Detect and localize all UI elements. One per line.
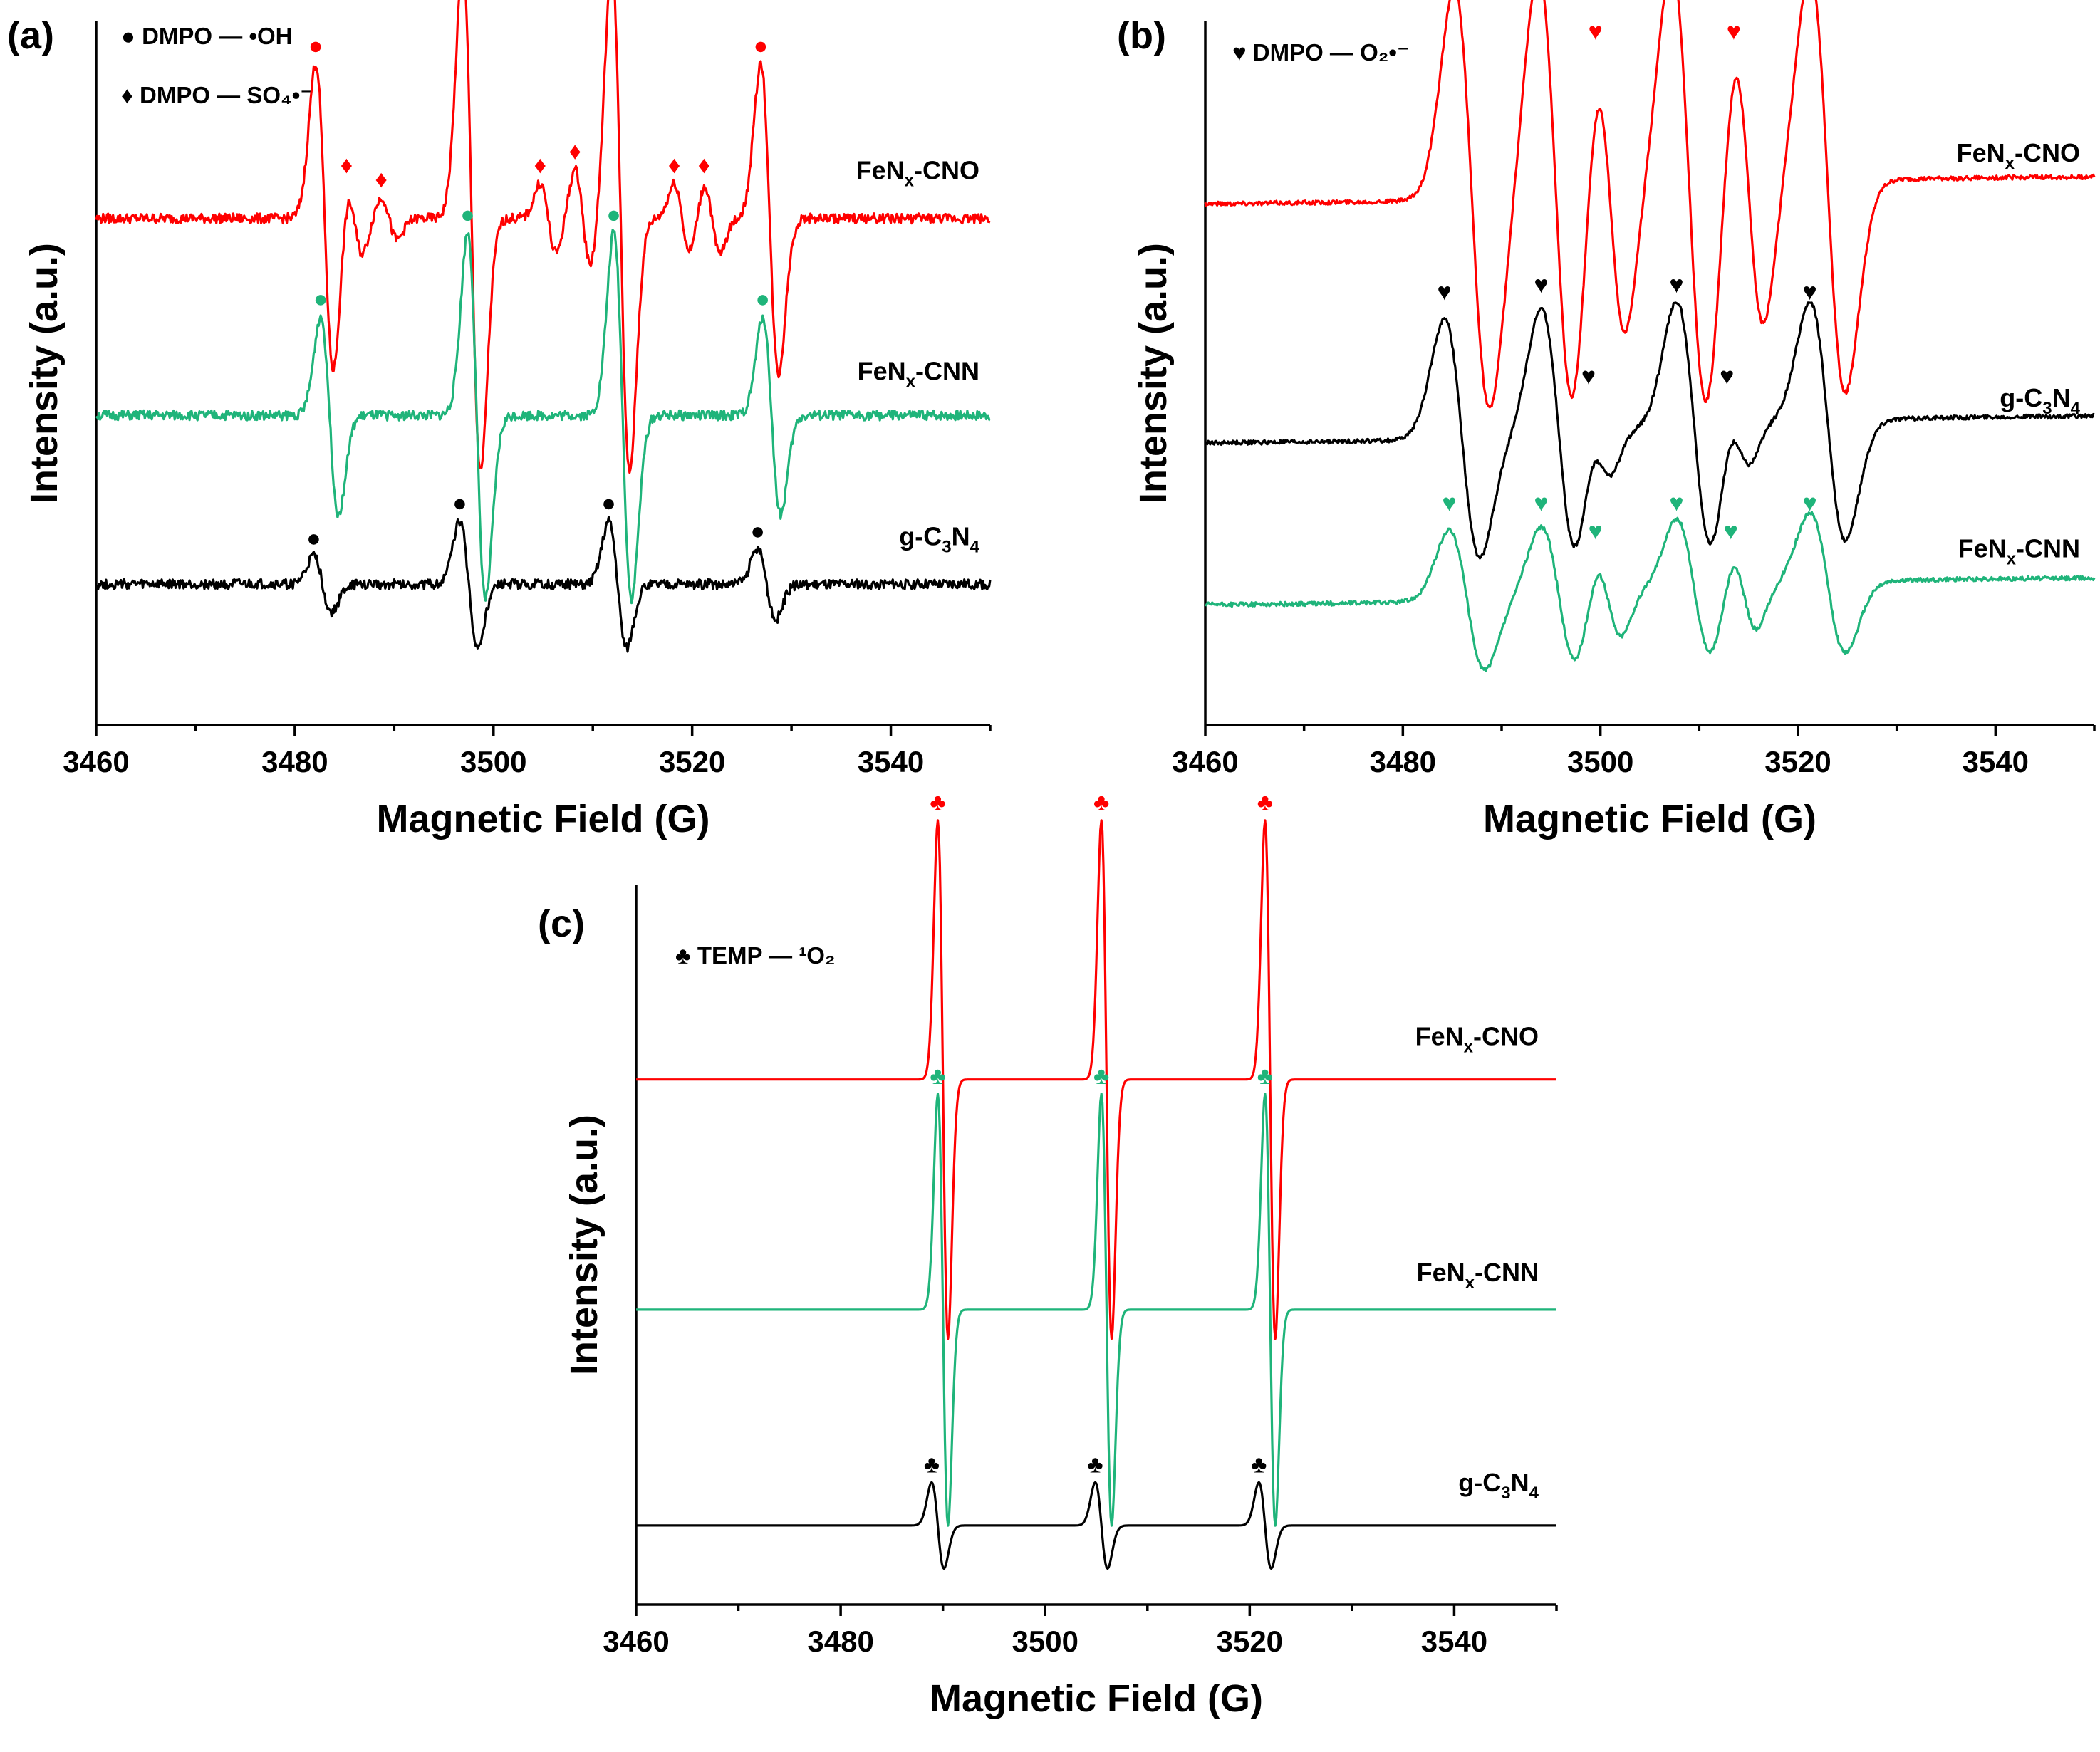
peak-marker: ♥ xyxy=(1669,489,1683,516)
panel-label: (b) xyxy=(1117,14,1166,57)
x-tick-label: 3480 xyxy=(1370,745,1436,778)
peak-marker: ♣ xyxy=(930,789,945,816)
peak-marker: ● xyxy=(754,32,769,59)
series-label: g-C3N4 xyxy=(899,521,979,556)
series-label: FeNx-CNN xyxy=(1958,533,2080,568)
series-line-g-C3N4 xyxy=(95,516,992,653)
legend-entry: ♣ TEMP — ¹O₂ xyxy=(675,942,836,969)
peak-marker: ♣ xyxy=(930,1063,945,1090)
panel-label: (c) xyxy=(538,902,585,945)
peak-marker: ♥ xyxy=(1724,518,1738,545)
peak-marker: ♥ xyxy=(1720,363,1734,390)
panel-c-chart: (c) 3460 3480 3500 3520 3540 Magnetic Field (G… xyxy=(538,789,1558,1720)
peak-marker: ● xyxy=(313,286,328,313)
series-label: g-C3N4 xyxy=(2000,383,2080,418)
peak-marker: ♣ xyxy=(1257,789,1273,816)
y-axis-title: Intensity (a.u.) xyxy=(23,243,66,504)
series-line-FeNx-CNN xyxy=(1205,511,2096,672)
x-tick-label: 3520 xyxy=(1764,745,1831,778)
x-axis-title: Magnetic Field (G) xyxy=(1483,798,1816,840)
series-line-FeNx-CNO xyxy=(635,819,1557,1340)
peak-marker: ♣ xyxy=(1257,1063,1273,1090)
x-tick-label: 3520 xyxy=(1217,1625,1283,1658)
series-label: FeNx-CNO xyxy=(856,156,979,191)
peak-marker: ♦ xyxy=(534,152,546,179)
panel-label: (a) xyxy=(7,14,54,57)
peak-marker: ● xyxy=(755,286,770,313)
peak-marker: ♦ xyxy=(668,152,680,179)
y-axis-title: Intensity (a.u.) xyxy=(1132,243,1175,504)
peak-marker: ♣ xyxy=(1087,1451,1103,1478)
series-label: FeNx-CNO xyxy=(1415,1022,1539,1057)
x-tick-label: 3480 xyxy=(261,745,328,778)
peak-marker: ♦ xyxy=(375,166,388,193)
series-label: FeNx-CNO xyxy=(1957,138,2080,173)
legend-entry: ● DMPO — •OH xyxy=(121,23,293,49)
y-axis-title: Intensity (a.u.) xyxy=(563,1115,605,1375)
series-line-FeNx-CNO xyxy=(1204,0,2096,409)
peak-marker: ♥ xyxy=(1589,518,1603,545)
peak-marker: ♦ xyxy=(698,152,710,179)
x-tick-label: 3520 xyxy=(659,745,725,778)
x-tick-label: 3500 xyxy=(1012,1625,1078,1658)
x-tick-label: 3460 xyxy=(1172,745,1238,778)
x-tick-label: 3540 xyxy=(1421,1625,1487,1658)
series-line-FeNx-CNN xyxy=(635,1093,1557,1527)
peak-marker: ♦ xyxy=(568,137,581,165)
x-axis-title: Magnetic Field (G) xyxy=(930,1677,1263,1720)
series-label: g-C3N4 xyxy=(1458,1468,1539,1503)
series-line-g-C3N4 xyxy=(1205,301,2095,560)
peak-marker: ● xyxy=(306,525,321,552)
peak-marker: ♥ xyxy=(1437,278,1451,306)
peak-marker: ♣ xyxy=(1093,789,1109,816)
peak-marker: ♥ xyxy=(1581,363,1596,390)
peak-marker: ♣ xyxy=(1093,1063,1109,1090)
peak-marker: ♦ xyxy=(341,152,353,179)
x-tick-label: 3500 xyxy=(460,745,526,778)
peak-marker: ♥ xyxy=(1727,19,1741,46)
series-line-g-C3N4 xyxy=(635,1481,1557,1570)
x-tick-label: 3540 xyxy=(858,745,924,778)
x-tick-label: 3460 xyxy=(603,1625,669,1658)
legend-entry: ♥ DMPO — O₂•⁻ xyxy=(1232,39,1409,66)
series-label: FeNx-CNN xyxy=(858,356,979,391)
peak-marker: ♥ xyxy=(1442,489,1456,516)
peak-marker: ● xyxy=(750,518,765,545)
peak-marker: ♥ xyxy=(1803,278,1817,306)
peak-marker: ♥ xyxy=(1589,19,1603,46)
panel-b-chart: (b) 3460 3480 3500 3520 3540 Magnetic Field (G… xyxy=(1117,0,2096,840)
legend-entry: ♦ DMPO — SO₄•⁻ xyxy=(121,82,313,108)
peak-marker: ● xyxy=(452,489,467,516)
peak-marker: ● xyxy=(606,201,621,228)
peak-marker: ♣ xyxy=(1251,1451,1267,1478)
series-line-FeNx-CNN xyxy=(95,229,991,605)
peak-marker: ● xyxy=(601,489,616,516)
x-tick-label: 3500 xyxy=(1567,745,1633,778)
x-tick-label: 3540 xyxy=(1963,745,2029,778)
x-tick-label: 3480 xyxy=(807,1625,873,1658)
panel-a-chart: (a) 3460 3480 3500 3520 3540 Magnetic Field (G… xyxy=(7,0,992,840)
x-tick-label: 3460 xyxy=(63,745,129,778)
x-axis-title: Magnetic Field (G) xyxy=(376,798,709,840)
series-line-FeNx-CNO xyxy=(95,0,991,474)
series-label: FeNx-CNN xyxy=(1417,1258,1539,1293)
peak-marker: ♥ xyxy=(1534,271,1548,298)
peak-marker: ● xyxy=(460,201,475,228)
peak-marker: ♥ xyxy=(1669,271,1683,298)
peak-marker: ♣ xyxy=(924,1451,940,1478)
peak-marker: ♥ xyxy=(1803,489,1817,516)
peak-marker: ● xyxy=(308,32,323,59)
peak-marker: ♥ xyxy=(1534,489,1548,516)
